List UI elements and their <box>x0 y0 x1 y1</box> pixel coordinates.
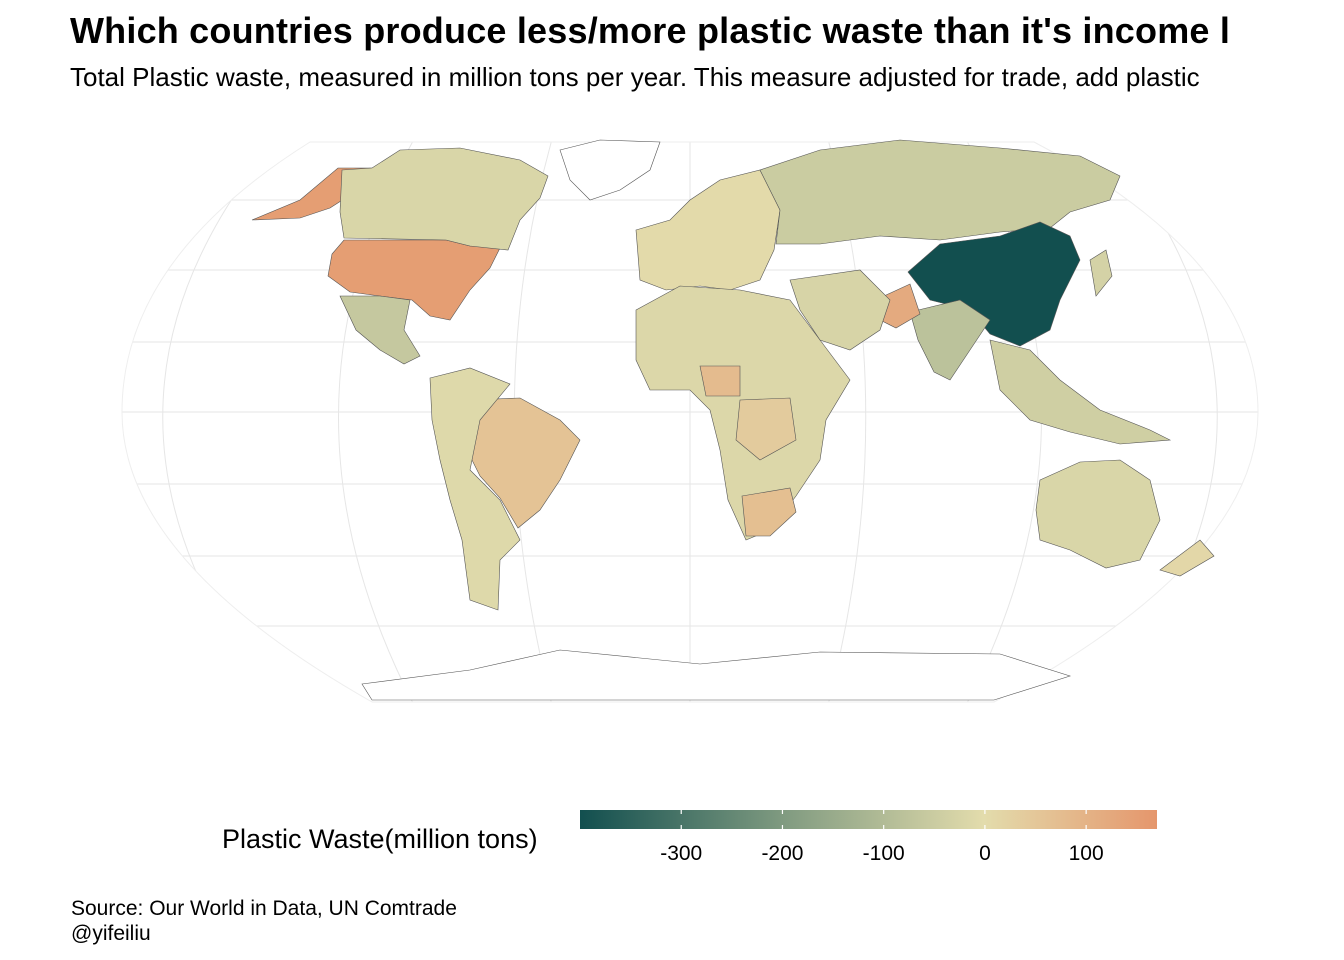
country-southeast-asia <box>989 339 1172 445</box>
country-australia <box>1035 459 1161 569</box>
legend-colorbar <box>580 810 1157 829</box>
chart-title: Which countries produce less/more plasti… <box>70 10 1231 51</box>
globe-outline <box>121 141 1259 703</box>
legend-tick-label: -300 <box>660 842 703 865</box>
country-brazil <box>461 397 581 529</box>
caption: Source: Our World in Data, UN Comtrade @… <box>71 896 457 946</box>
country-mexico <box>339 295 421 365</box>
legend-tick-label: 0 <box>979 842 991 865</box>
legend-tick-label: 100 <box>1068 842 1104 865</box>
author-handle: @yifeiliu <box>71 922 151 945</box>
country-russia <box>759 139 1121 245</box>
country-south-america <box>429 367 521 611</box>
landmass-greenland <box>559 139 661 201</box>
country-india <box>909 299 991 381</box>
chart-subtitle: Total Plastic waste, measured in million… <box>70 62 1200 92</box>
country-new-zealand <box>1159 539 1215 577</box>
country-europe <box>635 169 781 291</box>
country-canada <box>339 147 549 251</box>
world-map <box>121 139 1259 703</box>
legend-tick-label: -100 <box>862 842 905 865</box>
legend-title: Plastic Waste(million tons) <box>222 824 538 854</box>
country-south-africa <box>741 487 797 537</box>
country-nigeria <box>699 365 741 397</box>
country-dr-congo <box>735 397 797 461</box>
country-middle-east <box>789 269 891 351</box>
legend-tick-label: -200 <box>761 842 804 865</box>
source-note: Source: Our World in Data, UN Comtrade <box>71 897 457 920</box>
country-japan <box>1089 249 1113 297</box>
landmass-antarctica <box>361 649 1071 701</box>
